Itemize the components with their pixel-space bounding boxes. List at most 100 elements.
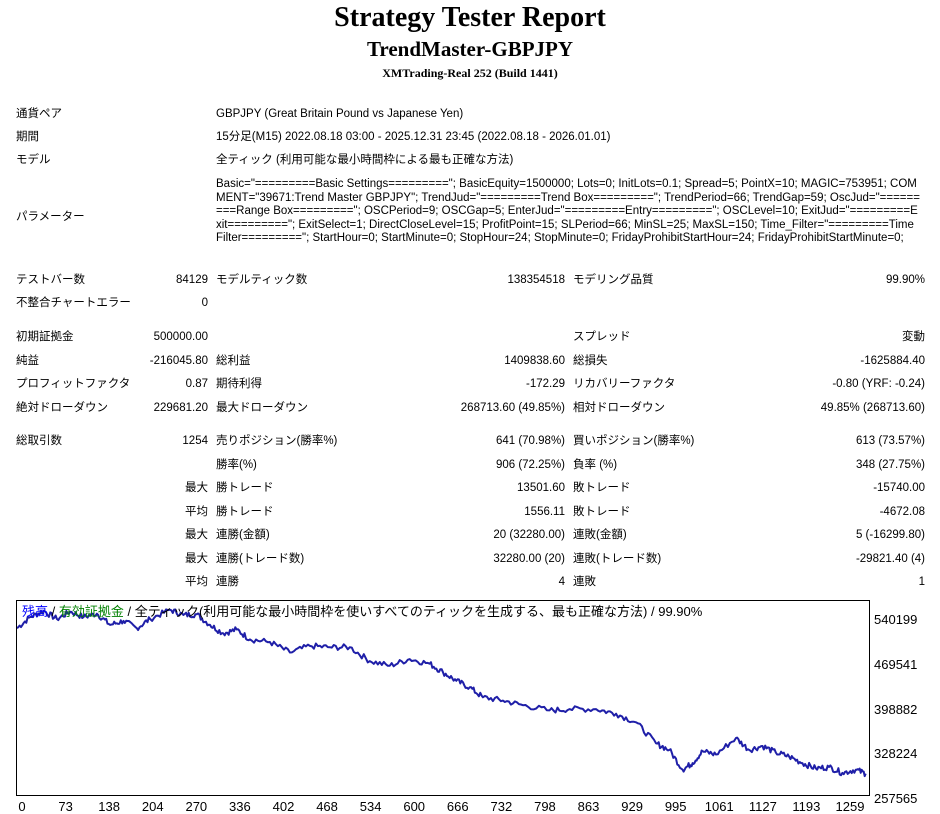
max-cons-loss-label: 連敗(トレード数) [573, 553, 662, 565]
report-title: Strategy Tester Report [334, 2, 606, 33]
y-tick-label: 328224 [874, 746, 918, 762]
total-trades-value: 1254 [182, 435, 208, 447]
x-tick-label: 270 [185, 799, 208, 814]
max-cons-win-money-label: 連勝(金額) [216, 529, 270, 541]
max-cons-profit-value: 32280.00 (20) [493, 553, 565, 565]
x-tick-label: 732 [490, 799, 513, 814]
params-value: Basic="=========Basic Settings========="… [216, 178, 920, 244]
symbol-label: 通貨ペア [16, 108, 62, 120]
max-label: 最大 [185, 529, 208, 541]
x-tick-label: 1193 [792, 799, 821, 814]
bars-value: 84129 [176, 274, 208, 286]
profit-factor-value: 0.87 [185, 378, 208, 390]
gross-loss-label: 総損失 [573, 355, 608, 367]
bars-label: テストバー数 [16, 274, 85, 286]
max-cons-loss-money-value: 5 (-16299.80) [855, 529, 925, 541]
x-tick-label: 138 [98, 799, 121, 814]
account-info: XMTrading-Real 252 (Build 1441) [382, 66, 558, 80]
gross-loss-value: -1625884.40 [860, 355, 925, 367]
avg-label: 平均 [185, 506, 208, 518]
legend-equity: 有効証拠金 [58, 604, 124, 619]
abs-drawdown-value: 229681.20 [153, 402, 208, 414]
largest-loss-label: 敗トレード [573, 482, 631, 494]
quality-value: 99.90% [885, 274, 925, 286]
largest-win-label: 勝トレード [216, 482, 274, 494]
abs-drawdown-label: 絶対ドローダウン [16, 402, 108, 414]
model-label: モデル [16, 154, 51, 166]
recovery-factor-label: リカバリーファクタ [573, 378, 676, 390]
x-tick-label: 995 [664, 799, 687, 814]
ticks-value: 138354518 [507, 274, 565, 286]
win-rate-value: 906 (72.25%) [495, 459, 565, 471]
rel-drawdown-value: 49.85% (268713.60) [820, 402, 925, 414]
symbol-value: GBPJPY (Great Britain Pound vs Japanese … [216, 108, 464, 120]
y-tick-label: 540199 [874, 612, 918, 627]
legend-balance: 残高 [22, 604, 49, 619]
legend-separator: / [48, 604, 59, 619]
rel-drawdown-label: 相対ドローダウン [573, 402, 665, 414]
net-profit-label: 純益 [16, 355, 39, 367]
avg-loss-value: -4672.08 [879, 506, 925, 518]
chart-legend: 残高 / 有効証拠金 / 全ティック(利用可能な最小時間枠を使いすべてのティック… [22, 604, 702, 620]
legend-separator: / [123, 604, 135, 619]
x-tick-label: 1259 [835, 799, 865, 814]
balance-chart [16, 600, 870, 796]
max-label: 最大 [185, 482, 208, 494]
y-tick-label: 398882 [874, 701, 918, 717]
short-positions-label: 売りポジション(勝率%) [216, 435, 338, 447]
spread-value: 変動 [902, 331, 925, 343]
avg-label: 平均 [185, 576, 208, 588]
recovery-factor-value: -0.80 (YRF: -0.24) [832, 378, 925, 390]
x-tick-label: 666 [446, 799, 469, 814]
x-tick-label: 204 [141, 799, 164, 814]
x-tick-label: 1127 [748, 799, 777, 814]
payoff-label: 期待利得 [216, 378, 262, 390]
long-positions-label: 買いポジション(勝率%) [573, 435, 695, 447]
avg-win-label: 勝トレード [216, 506, 274, 518]
net-profit-value: -216045.80 [149, 355, 208, 367]
mismatch-value: 0 [201, 297, 208, 309]
x-tick-label: 1061 [704, 799, 734, 814]
long-positions-value: 613 (73.57%) [855, 435, 925, 447]
loss-rate-value: 348 (27.75%) [855, 459, 925, 471]
quality-label: モデリング品質 [573, 274, 654, 286]
total-trades-label: 総取引数 [16, 435, 62, 447]
max-cons-win-money-value: 20 (32280.00) [493, 529, 565, 541]
max-cons-loss-money-label: 連敗(金額) [573, 529, 627, 541]
deposit-label: 初期証拠金 [16, 331, 74, 343]
avg-cons-win-label: 連勝 [216, 576, 239, 588]
payoff-value: -172.29 [525, 378, 565, 390]
x-tick-label: 468 [316, 799, 338, 814]
legend-model: 全ティック(利用可能な最小時間枠を使いすべてのティックを生成する、最も正確な方法… [134, 604, 703, 619]
model-value: 全ティック (利用可能な最小時間枠による最も正確な方法) [216, 154, 514, 166]
x-tick-label: 863 [577, 799, 600, 814]
x-tick-label: 600 [403, 799, 426, 814]
gross-profit-value: 1409838.60 [504, 355, 565, 367]
avg-win-value: 1556.11 [524, 506, 565, 518]
x-tick-label: 336 [229, 799, 251, 814]
avg-cons-loss-value: 1 [918, 576, 925, 588]
win-rate-label: 勝率(%) [216, 459, 257, 471]
avg-cons-loss-label: 連敗 [573, 576, 596, 588]
x-tick-label: 73 [58, 799, 73, 814]
x-tick-label: 929 [621, 799, 643, 814]
balance-line [16, 608, 867, 778]
period-value: 15分足(M15) 2022.08.18 03:00 - 2025.12.31 … [216, 131, 611, 143]
avg-loss-label: 敗トレード [573, 506, 631, 518]
max-label: 最大 [185, 553, 208, 565]
params-label: パラメーター [16, 211, 85, 223]
max-drawdown-label: 最大ドローダウン [216, 402, 308, 414]
x-tick-label: 0 [18, 799, 26, 814]
balance-chart-svg [16, 608, 867, 778]
max-cons-profit-label: 連勝(トレード数) [216, 553, 305, 565]
mismatch-label: 不整合チャートエラー [16, 297, 131, 309]
x-tick-label: 534 [359, 799, 382, 814]
loss-rate-label: 負率 (%) [573, 459, 618, 471]
gross-profit-label: 総利益 [216, 355, 251, 367]
deposit-value: 500000.00 [153, 331, 208, 343]
x-tick-label: 798 [534, 799, 556, 814]
period-label: 期間 [16, 131, 39, 143]
profit-factor-label: プロフィットファクタ [16, 378, 131, 390]
x-tick-label: 402 [272, 799, 295, 814]
short-positions-value: 641 (70.98%) [495, 435, 565, 447]
